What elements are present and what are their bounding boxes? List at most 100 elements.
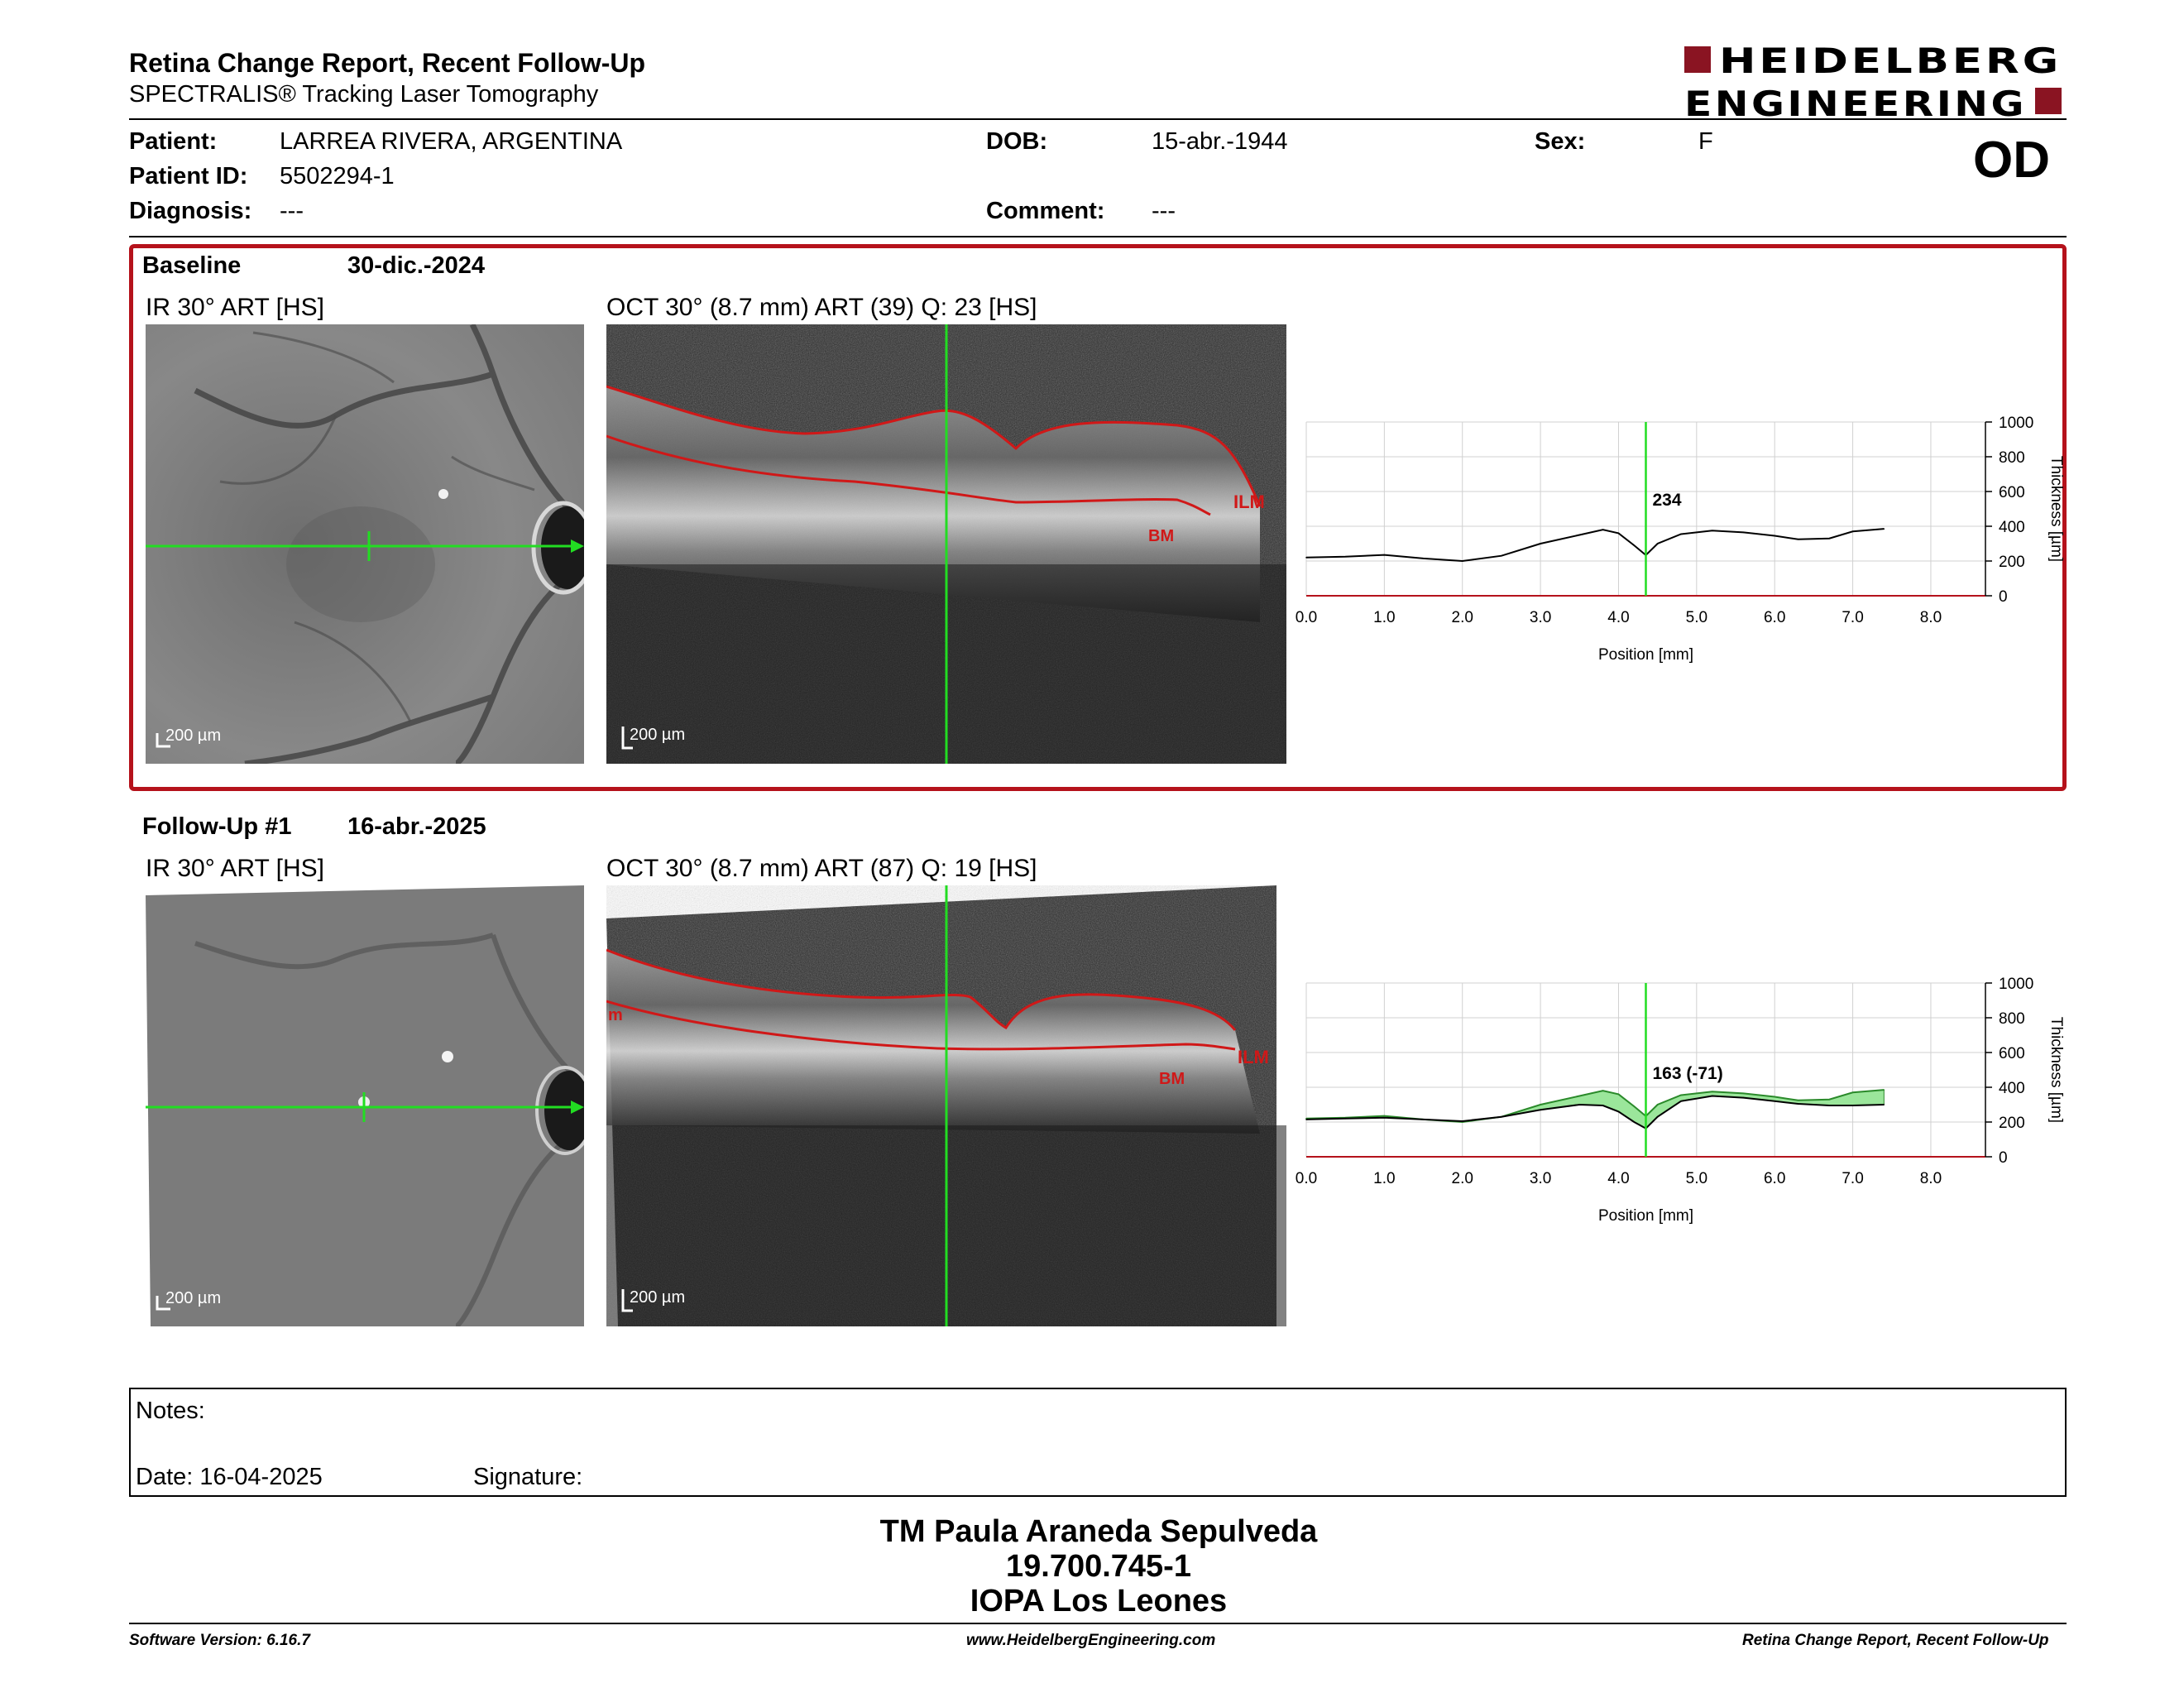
thickness-point	[1422, 1119, 1425, 1120]
report-title: Retina Change Report, Recent Follow-Up	[129, 48, 646, 78]
followup-ilm-label: ILM	[1238, 1047, 1269, 1067]
website-link[interactable]: www.HeidelbergEngineering.com	[966, 1632, 1216, 1649]
heidelberg-logo: HEIDELBERG ENGINEERING	[1684, 41, 2065, 124]
y-tick-label: 400	[1999, 1080, 2025, 1097]
baseline-ir-title: IR 30° ART [HS]	[146, 294, 324, 321]
thickness-point	[1851, 530, 1854, 533]
thickness-point	[1883, 528, 1885, 530]
x-tick-label: 2.0	[1452, 609, 1473, 626]
followup-ir-image: 200 µm	[146, 885, 584, 1326]
diagnosis-value: ---	[280, 198, 304, 224]
x-tick-label: 7.0	[1842, 1170, 1863, 1187]
baseline-thickness-chart: 0.0 1.0 2.0 3.0 4.0 5.0 6.0 7.0 8.0 0 200 400 600 800…	[1295, 410, 2072, 674]
software-version: Software Version: 6.16.7	[129, 1632, 310, 1649]
thickness-point	[1602, 529, 1604, 530]
thickness-point	[1742, 1096, 1745, 1099]
y-tick-label: 600	[1999, 1045, 2025, 1062]
y-tick-label: 200	[1999, 554, 2025, 571]
thickness-point	[1680, 1101, 1682, 1102]
x-tick-label: 3.0	[1530, 609, 1551, 626]
thickness-point	[1797, 1103, 1799, 1105]
followup-ir-scale: 200 µm	[165, 1289, 222, 1307]
y-tick-label: 1000	[1999, 415, 2033, 432]
patient-divider	[129, 236, 2067, 237]
signer-rut: 19.700.745-1	[1006, 1549, 1191, 1584]
y-tick-label: 800	[1999, 449, 2025, 467]
followup-thickness-chart: 0.0 1.0 2.0 3.0 4.0 5.0 6.0 7.0 8.0 0 200 400 600 800…	[1295, 971, 2072, 1235]
followup-date: 16-abr.-2025	[347, 813, 486, 840]
thickness-point	[1540, 1104, 1541, 1105]
thickness-point	[1602, 1105, 1604, 1106]
baseline-oct-image: ILM BM 200 µm	[606, 324, 1286, 764]
y-tick-label: 400	[1999, 519, 2025, 536]
thickness-point	[1797, 538, 1799, 540]
followup-ir-title: IR 30° ART [HS]	[146, 855, 324, 882]
thickness-point	[1344, 555, 1346, 558]
x-tick-label: 0.0	[1296, 1170, 1317, 1187]
header-divider	[129, 118, 2067, 120]
followup-oct-image: ILM BM m 200 µm	[606, 885, 1286, 1326]
y-tick-label: 800	[1999, 1010, 2025, 1028]
comment-value: ---	[1152, 198, 1176, 224]
thickness-point	[1774, 535, 1776, 537]
thickness-point	[1305, 1119, 1307, 1120]
thickness-point	[1383, 1115, 1386, 1117]
comment-label: Comment:	[986, 198, 1105, 224]
thickness-point	[1680, 533, 1682, 535]
signer-clinic: IOPA Los Leones	[970, 1584, 1228, 1618]
thickness-point	[1578, 1095, 1581, 1097]
thickness-point	[1617, 1093, 1620, 1096]
marker-value-label: 234	[1653, 491, 1682, 510]
thickness-point	[1851, 1091, 1854, 1094]
thickness-point	[1828, 537, 1831, 539]
thickness-point	[1383, 554, 1386, 556]
signer-name: TM Paula Araneda Sepulveda	[879, 1514, 1318, 1549]
dob-label: DOB:	[986, 128, 1048, 155]
notes-label: Notes:	[136, 1398, 205, 1424]
patient-id-label: Patient ID:	[129, 163, 248, 189]
baseline-ir-image: 200 µm	[146, 324, 584, 764]
thickness-point	[1711, 1091, 1713, 1093]
baseline-ir-scale: 200 µm	[165, 727, 222, 745]
followup-label: Follow-Up #1	[142, 813, 292, 840]
patient-name: LARREA RIVERA, ARGENTINA	[280, 128, 623, 155]
patient-label: Patient:	[129, 128, 218, 155]
marker-value-label: 163 (-71)	[1653, 1064, 1723, 1083]
thickness-point	[1617, 532, 1620, 535]
thickness-point	[1422, 558, 1425, 559]
thickness-point	[1540, 543, 1541, 544]
signature-label: Signature:	[473, 1464, 583, 1490]
sex-label: Sex:	[1535, 128, 1586, 155]
x-tick-label: 5.0	[1686, 1170, 1707, 1187]
eye-indicator: OD	[1973, 132, 2050, 189]
followup-edge-label: m	[608, 1006, 623, 1024]
thickness-point	[1383, 1116, 1386, 1119]
thickness-point	[1633, 544, 1636, 546]
thickness-point	[1742, 531, 1745, 534]
baseline-oct-title: OCT 30° (8.7 mm) ART (39) Q: 23 [HS]	[606, 294, 1037, 321]
thickness-point	[1633, 1121, 1636, 1123]
baseline-ilm-label: ILM	[1233, 492, 1265, 512]
thickness-point	[1633, 1105, 1636, 1107]
thickness-point	[1656, 543, 1659, 544]
thickness-point	[1797, 1099, 1799, 1101]
x-tick-label: 1.0	[1373, 1170, 1395, 1187]
sex-value: F	[1698, 128, 1713, 155]
thickness-point	[1578, 534, 1581, 536]
thickness-point	[1617, 1110, 1620, 1113]
thickness-point	[1828, 1098, 1831, 1101]
x-tick-label: 0.0	[1296, 609, 1317, 626]
change-area	[1305, 1089, 1885, 1129]
x-axis-label: Position [mm]	[1598, 646, 1693, 664]
thickness-point	[1774, 1101, 1776, 1102]
x-tick-label: 4.0	[1607, 1170, 1629, 1187]
report-subtitle: SPECTRALIS® Tracking Laser Tomography	[129, 81, 599, 108]
thickness-point	[1711, 1095, 1713, 1097]
thickness-point	[1883, 1089, 1885, 1091]
followup-oct-title: OCT 30° (8.7 mm) ART (87) Q: 19 [HS]	[606, 855, 1037, 882]
thickness-point	[1305, 557, 1307, 559]
notes-box: Notes: Date: 16-04-2025 Signature:	[129, 1388, 2067, 1497]
y-tick-label: 600	[1999, 484, 2025, 501]
x-tick-label: 2.0	[1452, 1170, 1473, 1187]
x-tick-label: 6.0	[1764, 1170, 1785, 1187]
